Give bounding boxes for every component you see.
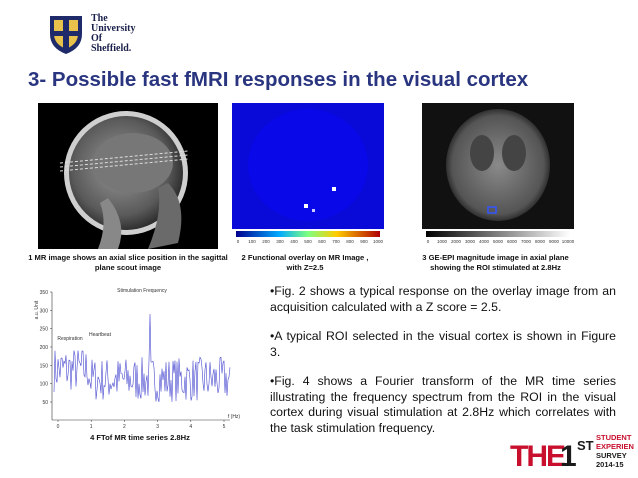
spectrum-line — [53, 313, 231, 402]
logo-the: THE — [510, 440, 565, 472]
colorbar-label: 3000 — [465, 239, 476, 244]
ft-plot: 350 300 250 200 150 100 50 0 1 2 3 4 5f (Hz) a.u. Uni… — [30, 284, 245, 432]
plot-annotation: Respiration — [57, 336, 83, 342]
ge-epi-image: 0 1000 2000 3000 4000 5000 6000 7000 8000 9000 100… — [422, 103, 574, 244]
logo-word: STUDENT — [596, 433, 632, 442]
colorbar-label: 200 — [262, 239, 270, 244]
x-axis-label: f (Hz) — [228, 414, 241, 420]
x-tick-label: 3 — [156, 424, 159, 430]
crest — [50, 16, 82, 54]
plot-annotation: Stimulation Frequency — [117, 288, 167, 294]
x-tick-label: 4 — [189, 424, 192, 430]
colorbar-label: 2000 — [451, 239, 462, 244]
bullet: •A typical ROI selected in the visual co… — [270, 329, 616, 359]
y-tick-label: 150 — [40, 363, 49, 369]
y-tick-label: 200 — [40, 345, 49, 351]
colorbar-label: 5000 — [493, 239, 504, 244]
functional-overlay-image: 0 100 200 300 400 500 600 700 800 900 1000 — [232, 103, 384, 244]
colorbar-labels: 0 1000 2000 3000 4000 5000 6000 7000 8000 9000 100… — [427, 239, 574, 244]
y-tick-label: 350 — [40, 290, 49, 296]
bullet-list: •Fig. 2 shows a typical response on the … — [270, 284, 616, 450]
colorbar-label: 9000 — [549, 239, 560, 244]
mri-sagittal-image — [38, 103, 218, 249]
colorbar-label: 10000 — [562, 239, 574, 244]
y-tick-label: 100 — [40, 382, 49, 388]
logo-word: 2014-15 — [596, 460, 624, 469]
colorbar-label: 4000 — [479, 239, 490, 244]
bullet: •Fig. 4 shows a Fourier transform of the… — [270, 374, 616, 435]
colorbar-labels: 0 100 200 300 400 500 600 700 800 900 1000 — [237, 239, 384, 244]
x-tick-label: 0 — [57, 424, 60, 430]
logo-1: 1 — [560, 440, 577, 472]
logo-line: Of — [91, 33, 103, 44]
figure-caption: 4 FTof MR time series 2.8Hz — [90, 433, 190, 442]
logo-st: ST — [577, 438, 594, 453]
colorbar-label: 8000 — [535, 239, 546, 244]
colorbar-label: 7000 — [521, 239, 532, 244]
x-tick-label: 1 — [90, 424, 93, 430]
colorbar-label: 900 — [360, 239, 368, 244]
colorbar-label: 800 — [346, 239, 354, 244]
logo-word: EXPERIENCE — [596, 442, 634, 451]
y-tick-label: 250 — [40, 327, 49, 333]
y-axis-label: a.u. Unit — [34, 300, 40, 319]
colorbar-label: 700 — [332, 239, 340, 244]
slide-title: 3- Possible fast fMRI responses in the v… — [28, 68, 529, 91]
y-tick-label: 50 — [42, 400, 48, 406]
logo-word: SURVEY — [596, 451, 627, 460]
colorbar-label: 300 — [276, 239, 284, 244]
colorbar-label: 500 — [304, 239, 312, 244]
colorbar-label: 1000 — [437, 239, 448, 244]
colorbar-label: 0 — [427, 239, 430, 244]
figure-caption: 2 Functional overlay on MR Image , with … — [241, 253, 369, 272]
bullet: •Fig. 2 shows a typical response on the … — [270, 284, 616, 314]
plot-annotation: Heartbeat — [89, 332, 112, 338]
colorbar-label: 400 — [290, 239, 298, 244]
figure-caption: 1 MR image shows an axial slice position… — [28, 253, 228, 272]
colorbar-label: 1000 — [373, 239, 384, 244]
colorbar-label: 100 — [248, 239, 256, 244]
colorbar-label: 600 — [318, 239, 326, 244]
y-tick-label: 300 — [40, 308, 49, 314]
logo-line: The — [91, 13, 108, 24]
logo-line: Sheffield. — [91, 43, 132, 54]
survey-logo: THE 1 ST STUDENT EXPERIENCE SURVEY 2014-… — [510, 433, 634, 472]
colorbar-label: 6000 — [507, 239, 518, 244]
colorbar-label: 0 — [237, 239, 240, 244]
figure-caption: 3 GE-EPI magnitude image in axial plane … — [422, 253, 569, 272]
logo-text: The University Of Sheffield. — [91, 14, 135, 54]
x-tick-label: 2 — [123, 424, 126, 430]
logo-line: University — [91, 23, 136, 34]
x-tick-label: 5 — [223, 424, 226, 430]
